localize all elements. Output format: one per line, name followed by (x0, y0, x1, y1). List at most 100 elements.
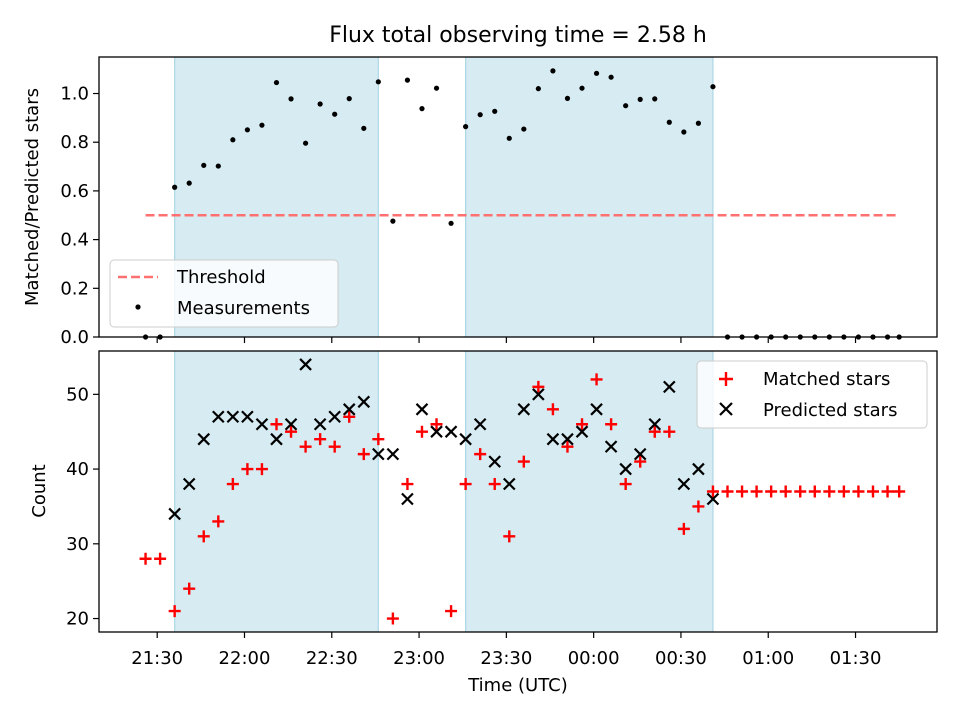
matched-star-point (488, 478, 501, 491)
bottom-plot-frame (98, 350, 938, 633)
matched-star-point (357, 448, 370, 461)
measurement-point (681, 129, 687, 135)
matched-star-point (866, 485, 879, 498)
measurement-point (172, 184, 178, 190)
measurement-point (710, 84, 716, 90)
matched-star-point (285, 425, 298, 438)
matched-star-point (648, 425, 661, 438)
x-tick-label: 23:30 (480, 648, 532, 669)
predicted-star-point (677, 477, 691, 491)
matched-star-point (634, 455, 647, 468)
predicted-star-point (226, 410, 240, 424)
predicted-star-point (604, 440, 618, 453)
matched-star-point (706, 485, 719, 498)
matched-star-point (605, 418, 618, 431)
measurement-point (346, 96, 352, 102)
predicted-star-point (212, 410, 225, 424)
measurement-point (332, 111, 338, 117)
measurement-point (550, 68, 556, 74)
matched-star-point (532, 380, 545, 393)
predicted-star-point (241, 410, 254, 424)
predicted-star-point (663, 380, 676, 394)
y-tick-label: 0.8 (60, 132, 89, 153)
predicted-star-point (299, 358, 312, 371)
x-tick-label: 01:00 (742, 648, 794, 669)
predicted-star-point (590, 403, 603, 416)
matched-star-point (808, 485, 821, 498)
predicted-star-point (575, 425, 589, 438)
matched-star-point (721, 485, 734, 498)
matched-star-point (546, 403, 559, 416)
measurement-point (201, 162, 207, 168)
legend-threshold-label: Threshold (176, 267, 266, 288)
predicted-star-point (648, 417, 662, 431)
y-tick-label: 30 (66, 534, 89, 555)
predicted-star-point (561, 432, 574, 446)
matched-star-point (663, 425, 676, 438)
predicted-star-point (619, 462, 632, 476)
predicted-star-point (313, 417, 327, 431)
bottom-plot-marks (139, 358, 906, 625)
measurement-point (463, 124, 469, 130)
y-tick-label: 0.2 (60, 278, 89, 299)
x-tick-label: 23:00 (393, 648, 445, 669)
matched-star-point (139, 552, 152, 565)
y-tick-label: 20 (66, 609, 89, 630)
predicted-star-point (706, 492, 720, 506)
matched-star-point (168, 605, 181, 618)
y-tick-label: 1.0 (60, 84, 89, 105)
top-y-axis: 0.0 0.2 0.4 0.6 0.8 1.0 (60, 84, 99, 348)
matched-star-point (430, 418, 443, 431)
measurement-point (593, 70, 600, 76)
matched-star-point (779, 485, 792, 498)
measurement-point (215, 163, 221, 169)
predicted-star-point (357, 395, 371, 409)
matched-star-point (852, 485, 865, 498)
measurement-point (477, 112, 483, 118)
bottom-y-axis: 20 30 40 50 (66, 384, 99, 630)
measurement-point (666, 119, 672, 125)
predicted-star-point (473, 417, 487, 431)
bottom-y-axis-label: Count (29, 464, 50, 517)
matched-star-point (255, 463, 268, 476)
measurement-point (506, 135, 512, 141)
measurement-point (433, 85, 440, 91)
predicted-star-point (517, 403, 531, 416)
measurement-point (230, 137, 236, 143)
predicted-star-point (342, 403, 356, 416)
matched-star-point (794, 485, 807, 498)
legend-predicted-label: Predicted stars (763, 400, 897, 421)
matched-star-point (893, 485, 906, 498)
matched-star-point (474, 448, 487, 461)
legend-matched-swatch (719, 372, 733, 386)
legend-measurements-label: Measurements (177, 298, 310, 319)
measurement-point (273, 79, 280, 86)
predicted-star-point (386, 447, 400, 461)
matched-star-point (677, 522, 690, 535)
x-axis: 21:30 22:00 22:30 23:00 23:30 00:00 00:30 01:00… (131, 337, 881, 669)
measurement-point (579, 85, 585, 91)
measurement-point (288, 96, 294, 102)
matched-star-point (503, 530, 516, 543)
observing-window-band (465, 351, 713, 632)
matched-star-point (212, 515, 225, 528)
measurement-point (521, 126, 527, 132)
x-tick-label: 00:30 (655, 648, 707, 669)
matched-star-point (386, 612, 399, 625)
measurement-point (535, 86, 541, 92)
matched-star-point (459, 478, 472, 491)
matched-star-point (328, 440, 341, 453)
predicted-star-point (546, 432, 560, 446)
measurement-point (695, 120, 702, 126)
measurement-point (419, 106, 425, 112)
predicted-star-point (532, 388, 545, 401)
matched-star-point (692, 500, 705, 513)
observing-window-bands-bottom (174, 351, 714, 632)
measurement-point (564, 95, 571, 101)
measurement-point (361, 125, 367, 131)
y-tick-label: 0.0 (60, 327, 89, 348)
observing-window-band (465, 57, 713, 337)
x-tick-label: 01:30 (830, 648, 882, 669)
x-tick-label: 00:00 (568, 648, 620, 669)
